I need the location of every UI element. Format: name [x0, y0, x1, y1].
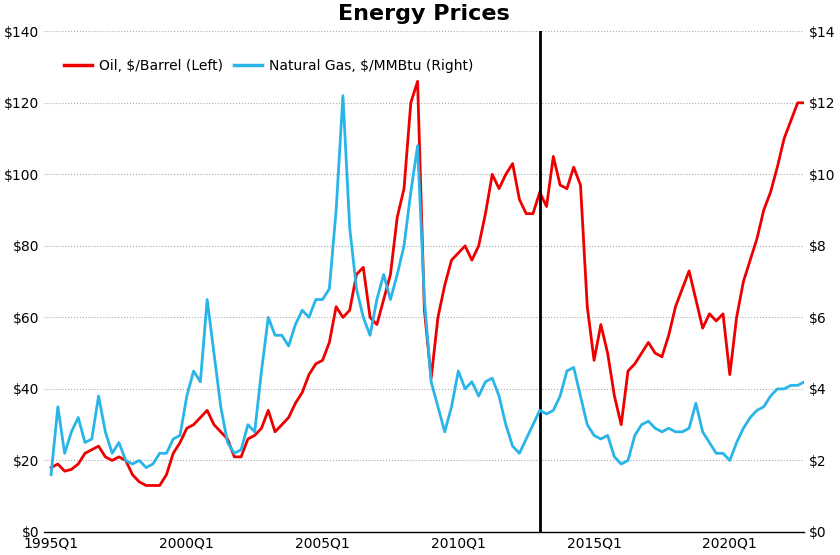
- Natural Gas, $/MMBtu (Right): [779, 386, 789, 392]
- Natural Gas, $/MMBtu (Right): [800, 379, 810, 385]
- Oil, $/Barrel (Left): [46, 465, 56, 471]
- Natural Gas, $/MMBtu (Right): [596, 436, 606, 442]
- Natural Gas, $/MMBtu (Right): [637, 421, 647, 428]
- Legend: Oil, $/Barrel (Left), Natural Gas, $/MMBtu (Right): Oil, $/Barrel (Left), Natural Gas, $/MMB…: [59, 53, 479, 78]
- Oil, $/Barrel (Left): [786, 117, 796, 124]
- Natural Gas, $/MMBtu (Right): [311, 296, 321, 303]
- Natural Gas, $/MMBtu (Right): [474, 393, 484, 400]
- Title: Energy Prices: Energy Prices: [339, 4, 510, 24]
- Oil, $/Barrel (Left): [602, 350, 612, 356]
- Oil, $/Barrel (Left): [141, 482, 151, 489]
- Natural Gas, $/MMBtu (Right): [46, 471, 56, 478]
- Oil, $/Barrel (Left): [412, 78, 423, 85]
- Oil, $/Barrel (Left): [800, 99, 810, 106]
- Oil, $/Barrel (Left): [480, 210, 491, 217]
- Natural Gas, $/MMBtu (Right): [338, 92, 348, 99]
- Oil, $/Barrel (Left): [569, 164, 579, 170]
- Line: Oil, $/Barrel (Left): Oil, $/Barrel (Left): [51, 82, 805, 486]
- Line: Natural Gas, $/MMBtu (Right): Natural Gas, $/MMBtu (Right): [51, 95, 805, 475]
- Oil, $/Barrel (Left): [643, 339, 654, 346]
- Natural Gas, $/MMBtu (Right): [562, 368, 572, 375]
- Oil, $/Barrel (Left): [318, 357, 328, 364]
